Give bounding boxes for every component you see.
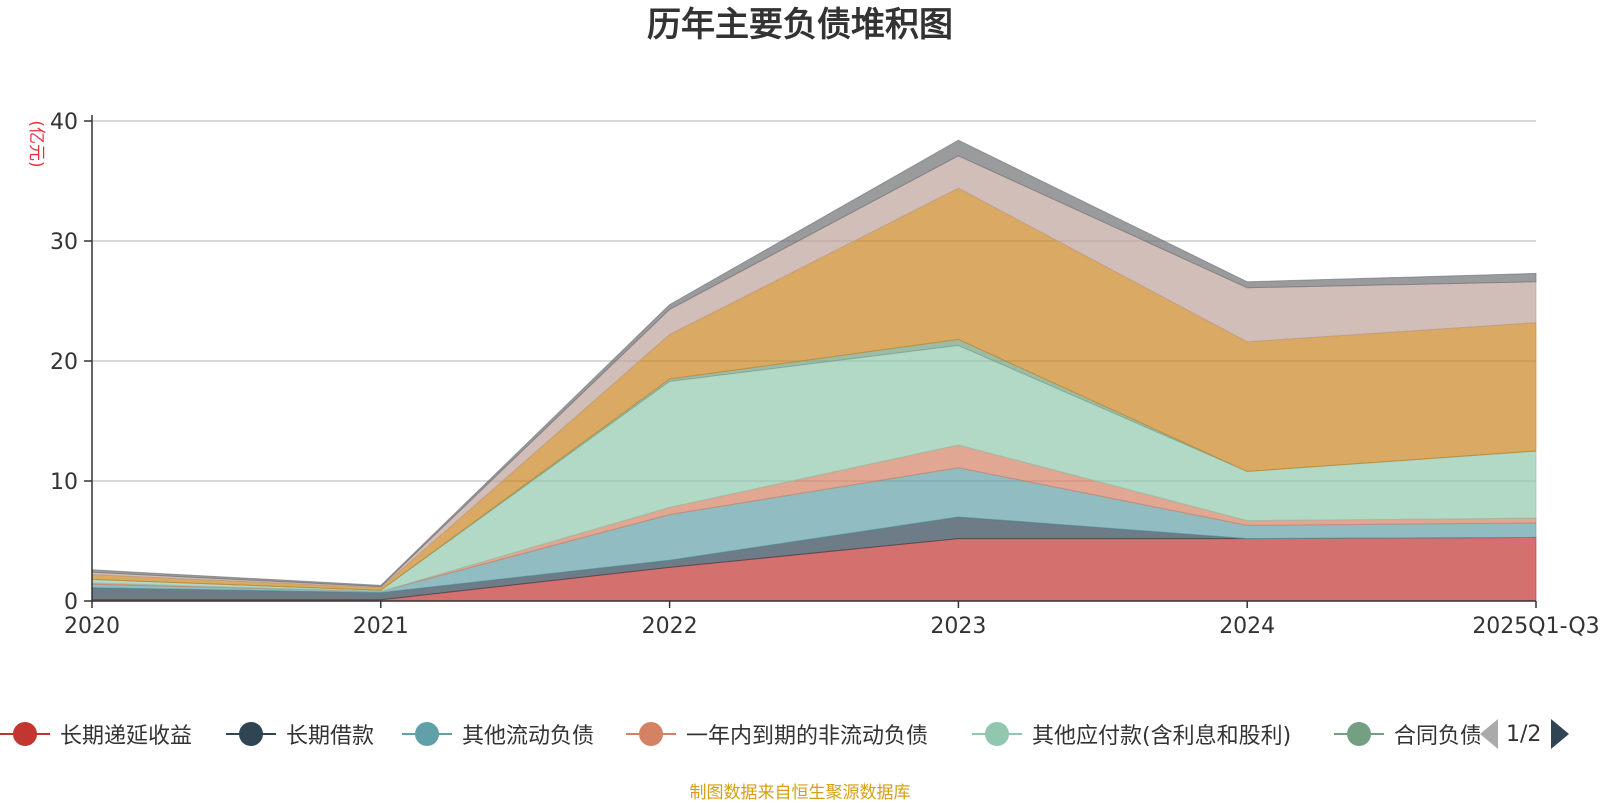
y-tick-label: 20 <box>50 350 78 375</box>
x-tick-label: 2020 <box>64 614 120 639</box>
legend-item[interactable]: 其他应付款(含利息和股利) <box>972 716 1291 752</box>
legend-marker-icon <box>626 716 676 752</box>
legend-label: 一年内到期的非流动负债 <box>686 724 929 749</box>
legend-pager: 1/2 <box>1480 716 1600 752</box>
y-tick-label: 0 <box>64 590 78 615</box>
legend-label: 合同负债 <box>1394 724 1480 749</box>
area-series <box>91 139 1537 602</box>
legend-marker-icon <box>226 716 276 752</box>
legend-item[interactable]: 一年内到期的非流动负债 <box>626 716 928 752</box>
area-应付职工薪酬[interactable] <box>91 139 1537 588</box>
x-tick-label: 2024 <box>1219 614 1275 639</box>
x-tick-label: 2023 <box>930 614 986 639</box>
x-tick-label: 2021 <box>353 614 409 639</box>
y-tick-label: 30 <box>50 230 78 255</box>
legend-marker-icon <box>402 716 452 752</box>
legend-label: 其他应付款(含利息和股利) <box>1032 724 1292 749</box>
legend-marker-icon <box>0 716 50 752</box>
legend-item[interactable]: 长期借款 <box>226 716 374 752</box>
y-tick-label: 10 <box>50 470 78 495</box>
x-tick-label: 2022 <box>642 614 698 639</box>
y-tick-label: 40 <box>50 110 78 135</box>
chart-title: 历年主要负债堆积图 <box>647 5 953 45</box>
legend-label: 长期递延收益 <box>60 724 193 749</box>
axes: 0 10 20 30 40 2020 2021 2022 2023 2024 2025Q1-Q3 <box>50 110 1600 639</box>
legend-prev-icon[interactable] <box>1480 719 1498 749</box>
legend-marker-icon <box>972 716 1022 752</box>
legend-item[interactable]: 长期递延收益 <box>0 716 192 752</box>
legend-item[interactable]: 合同负债 <box>1334 716 1480 752</box>
legend-label: 长期借款 <box>286 724 375 749</box>
legend-marker-icon <box>1334 716 1384 752</box>
legend: 长期递延收益 长期借款 其他流动负债 一年内到期的非流动负债 其他应付款(含利息和股利)… <box>0 716 1600 752</box>
legend-page-indicator: 1/2 <box>1506 721 1542 747</box>
data-source-note: 制图数据来自恒生聚源数据库 <box>689 783 911 803</box>
y-axis-label: (亿元) <box>26 120 46 167</box>
legend-item[interactable]: 其他流动负债 <box>402 716 594 752</box>
legend-next-icon[interactable] <box>1551 719 1570 749</box>
x-tick-label: 2025Q1-Q3 <box>1472 614 1599 639</box>
legend-label: 其他流动负债 <box>462 724 595 749</box>
